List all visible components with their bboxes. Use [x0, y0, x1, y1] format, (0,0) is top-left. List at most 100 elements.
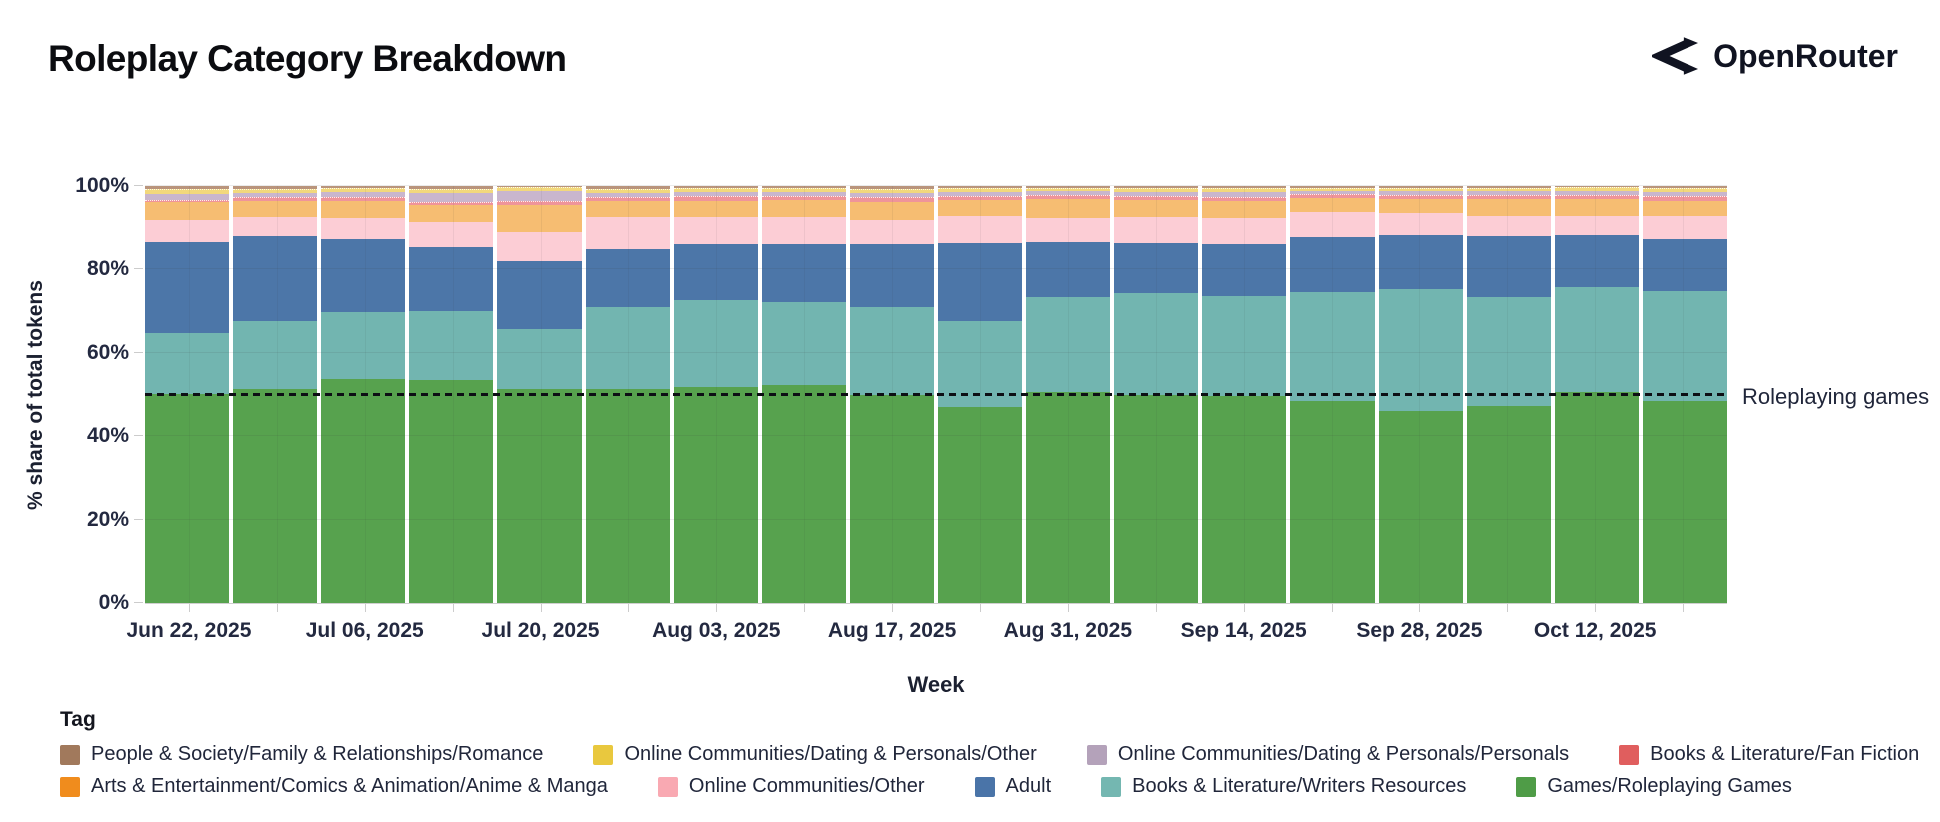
segment: [673, 188, 758, 193]
segment: [1554, 216, 1639, 235]
segment: [937, 186, 1023, 189]
x-tick-label: Jul 06, 2025: [305, 619, 424, 642]
segment: [1642, 196, 1727, 201]
bar-week-Oct-05-2025: [1466, 186, 1551, 603]
x-tick-mark: [628, 604, 630, 612]
segment: [233, 196, 318, 202]
legend-label: Adult: [1005, 775, 1052, 797]
x-tick-label: Oct 12, 2025: [1533, 619, 1657, 642]
segment: [1114, 200, 1199, 217]
segment: [849, 220, 934, 245]
bar-week-Sep-21-2025: [1290, 186, 1375, 603]
y-axis-label: % share of total tokens: [24, 280, 47, 510]
segment: [937, 407, 1023, 603]
legend-label: People & Society/Family & Relationships/…: [91, 743, 544, 765]
segment: [1378, 186, 1463, 188]
segment: [1114, 188, 1199, 192]
bar-week-Oct-19-2025: [1642, 186, 1727, 603]
segment: [1290, 194, 1375, 199]
segment: [1290, 236, 1375, 292]
legend-label: Online Communities/Other: [688, 775, 925, 797]
segment: [1202, 295, 1287, 397]
x-tick-mark: [452, 604, 454, 612]
segment: [1642, 192, 1727, 197]
segment: [145, 188, 230, 194]
x-tick-label: Aug 31, 2025: [1003, 619, 1133, 642]
bar-week-Jun-22-2025: [145, 186, 230, 603]
segment: [1290, 187, 1375, 191]
segment: [761, 186, 846, 189]
segment: [321, 378, 406, 603]
segment: [1642, 238, 1727, 291]
segment: [233, 201, 318, 217]
segment: [673, 386, 758, 603]
segment: [1202, 192, 1287, 197]
legend-item: Online Communities/Dating & Personals/Pe…: [1086, 743, 1569, 766]
segment: [761, 301, 846, 385]
segment: [585, 306, 670, 389]
segment: [1026, 198, 1111, 219]
segment: [1466, 195, 1551, 199]
segment: [321, 197, 406, 202]
x-tick-mark: [188, 604, 190, 612]
segment: [233, 236, 318, 321]
segment: [673, 192, 758, 197]
plot-area: 0% 20% 40% 60% 80% 100% Jun 22, 2025 Jul 06, 2…: [75, 174, 1727, 642]
segment: [145, 219, 230, 242]
segment: [1026, 191, 1111, 196]
x-axis-label: Week: [907, 672, 965, 697]
legend-label: Books & Literature/Writers Resources: [1132, 775, 1467, 797]
legend-swatch-icon: [60, 744, 80, 765]
segment: [761, 216, 846, 244]
segment: [409, 186, 494, 189]
x-tick-mark: [1243, 604, 1245, 612]
segment: [409, 205, 494, 222]
x-tick-mark: [804, 604, 806, 612]
segment: [1202, 396, 1287, 603]
legend-item: Online Communities/Dating & Personals/Ot…: [593, 743, 1037, 766]
segment: [849, 197, 934, 202]
bar-week-Jul-13-2025: [409, 186, 494, 603]
segment: [409, 193, 494, 202]
segment: [1642, 401, 1727, 603]
y-tick-label: 100%: [75, 174, 129, 197]
segment: [1642, 200, 1727, 217]
segment: [1202, 196, 1287, 202]
segment: [1466, 186, 1551, 188]
x-tick-mark: [979, 604, 981, 612]
segment: [409, 201, 494, 206]
y-tick-mark: [134, 518, 143, 520]
legend-swatch-icon: [593, 744, 614, 765]
segment: [233, 186, 318, 189]
x-tick-label: Aug 03, 2025: [652, 619, 781, 642]
segment: [1202, 186, 1287, 189]
legend-swatch-icon: [1086, 744, 1107, 765]
segment: [1466, 191, 1551, 196]
segment: [409, 310, 494, 380]
segment: [145, 332, 230, 394]
segment: [321, 238, 406, 312]
y-tick-label: 20%: [86, 507, 129, 531]
legend-swatch-icon: [1516, 776, 1537, 797]
segment: [937, 200, 1023, 216]
segment: [761, 200, 846, 217]
segment: [1026, 186, 1111, 188]
segment: [1202, 243, 1287, 296]
segment: [1554, 191, 1639, 195]
segment: [1554, 234, 1639, 287]
segment: [1466, 406, 1551, 603]
segment: [1378, 195, 1463, 200]
segment: [761, 188, 846, 192]
segment: [145, 201, 230, 220]
segment: [1026, 241, 1111, 297]
segment: [409, 379, 494, 603]
segment: [1114, 186, 1199, 189]
segment: [1114, 242, 1199, 293]
segment: [1290, 190, 1375, 195]
segment: [1378, 213, 1463, 235]
segment: [497, 388, 582, 603]
legend-item: Games/Roleplaying Games: [1516, 775, 1792, 798]
x-tick-label: Sep 28, 2025: [1356, 619, 1483, 642]
segment: [497, 205, 582, 232]
x-tick-mark: [892, 604, 894, 612]
